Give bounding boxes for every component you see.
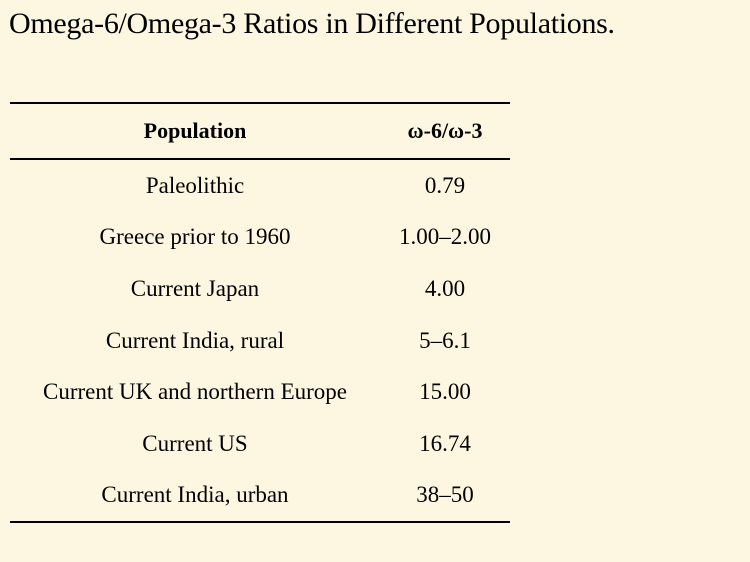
column-header-ratio: ω-6/ω-3 bbox=[407, 118, 483, 143]
table-row: Current India, rural 5–6.1 bbox=[10, 315, 510, 367]
table-header-row: Population ω-6/ω-3 bbox=[10, 104, 510, 158]
table-header-rule bbox=[10, 158, 510, 160]
ratio-cell: 15.00 bbox=[419, 379, 471, 405]
table-row: Current UK and northern Europe 15.00 bbox=[10, 366, 510, 418]
population-cell: Current Japan bbox=[130, 275, 260, 301]
table-body: Paleolithic 0.79 Greece prior to 1960 1.… bbox=[10, 160, 510, 521]
ratio-cell: 4.00 bbox=[424, 275, 466, 301]
table-bottom-rule bbox=[10, 521, 510, 524]
population-cell: Current US bbox=[142, 430, 248, 456]
table-top-rule bbox=[10, 102, 510, 104]
table-row: Current US 16.74 bbox=[10, 418, 510, 470]
column-header-population: Population bbox=[143, 118, 247, 143]
table-row: Current Japan 4.00 bbox=[10, 263, 510, 315]
ratios-table: Population ω-6/ω-3 Paleolithic 0.79 Gree… bbox=[10, 102, 510, 524]
ratio-cell: 1.00–2.00 bbox=[399, 224, 491, 250]
ratio-cell: 0.79 bbox=[424, 172, 466, 198]
ratio-cell: 38–50 bbox=[416, 482, 474, 508]
ratio-cell: 16.74 bbox=[419, 430, 471, 456]
document-title: Omega-6/Omega-3 Ratios in Different Popu… bbox=[9, 7, 615, 40]
table-row: Current India, urban 38–50 bbox=[10, 470, 510, 522]
population-cell: Paleolithic bbox=[145, 172, 245, 198]
population-cell: Current India, rural bbox=[105, 327, 285, 353]
population-cell: Greece prior to 1960 bbox=[99, 224, 291, 250]
table-row: Paleolithic 0.79 bbox=[10, 160, 510, 212]
population-cell: Current India, urban bbox=[101, 482, 289, 508]
ratio-cell: 5–6.1 bbox=[419, 327, 471, 353]
table-row: Greece prior to 1960 1.00–2.00 bbox=[10, 212, 510, 264]
population-cell: Current UK and northern Europe bbox=[42, 379, 348, 405]
